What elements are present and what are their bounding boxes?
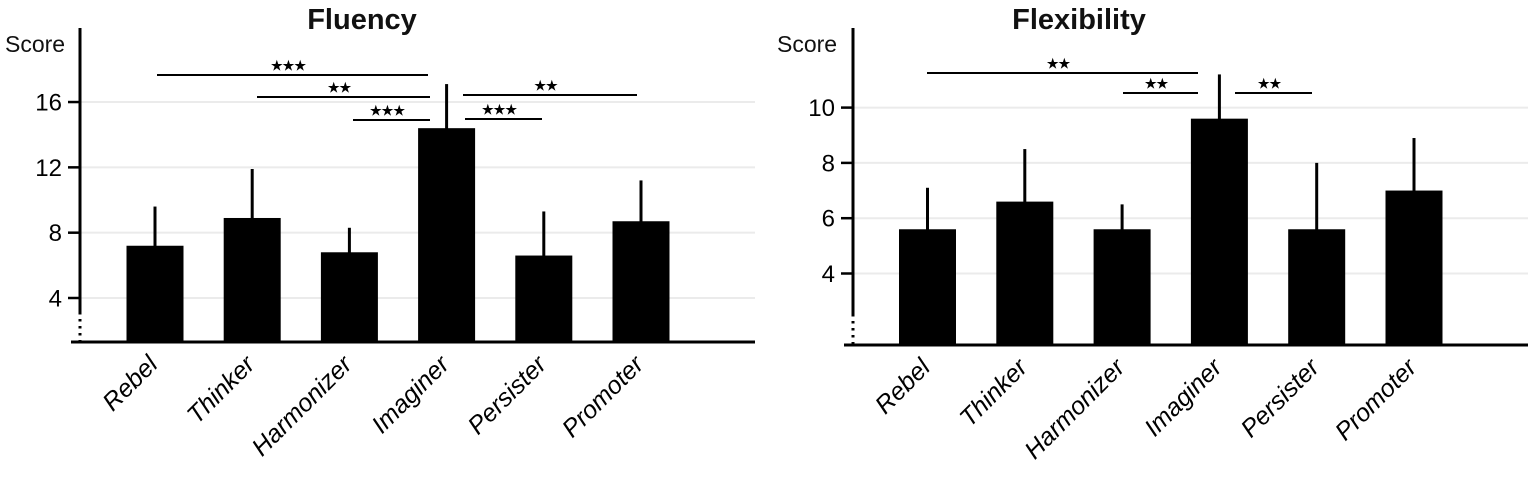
flexibility-bar-thinker <box>996 201 1054 345</box>
y-axis-label-fluency: Score <box>5 31 66 57</box>
fluency-sig-stars-thinker-imaginer: ★★ <box>328 80 352 95</box>
fluency-category-label-persister: Persister <box>462 349 553 440</box>
flexibility-sig-stars-imaginer-persister: ★★ <box>1258 76 1282 91</box>
flexibility-category-label-thinker: Thinker <box>954 352 1034 432</box>
flexibility-bar-harmonizer <box>1093 229 1151 345</box>
fluency-category-label-imaginer: Imaginer <box>366 349 456 439</box>
flexibility-category-label-rebel: Rebel <box>870 352 937 419</box>
y-axis-label-flexibility: Score <box>777 31 838 57</box>
chart-title-flexibility: Flexibility <box>1012 4 1146 36</box>
fluency-bar-thinker <box>223 217 281 342</box>
fluency-bar-rebel <box>126 245 184 342</box>
fluency-y-tick-label-12: 12 <box>35 155 62 182</box>
fluency-sig-stars-imaginer-persister: ★★★ <box>482 102 517 117</box>
fluency-y-tick-label-16: 16 <box>35 90 62 117</box>
fluency-category-label-rebel: Rebel <box>97 349 164 416</box>
fluency-bar-promoter <box>612 221 670 342</box>
fluency-category-label-harmonizer: Harmonizer <box>246 349 358 461</box>
fluency-category-label-thinker: Thinker <box>182 349 262 429</box>
flexibility-bar-imaginer <box>1190 118 1248 345</box>
fluency-sig-stars-imaginer-promoter: ★★ <box>534 78 558 93</box>
flexibility-bar-rebel <box>899 229 956 345</box>
fluency-sig-stars-harmonizer-imaginer: ★★★ <box>370 103 405 118</box>
flexibility-y-tick-label-6: 6 <box>822 206 835 233</box>
flexibility-y-tick-label-10: 10 <box>808 95 835 122</box>
chart-title-fluency: Fluency <box>307 4 417 36</box>
flexibility-category-label-imaginer: Imaginer <box>1139 352 1229 442</box>
fluency-bar-imaginer <box>418 128 476 342</box>
flexibility-y-tick-label-8: 8 <box>822 150 835 177</box>
fluency-sig-stars-rebel-imaginer: ★★★ <box>271 58 306 73</box>
flexibility-category-label-harmonizer: Harmonizer <box>1019 352 1131 464</box>
flexibility-y-tick-label-4: 4 <box>822 261 835 288</box>
flexibility-sig-stars-harmonizer-imaginer: ★★ <box>1145 76 1169 91</box>
flexibility-bar-persister <box>1288 229 1346 345</box>
flexibility-category-label-persister: Persister <box>1235 352 1326 443</box>
fluency-bar-harmonizer <box>320 252 378 342</box>
flexibility-category-label-promoter: Promoter <box>1330 352 1424 446</box>
fluency-y-tick-label-8: 8 <box>49 220 62 247</box>
fluency-category-label-promoter: Promoter <box>557 349 651 443</box>
fluency-bar-persister <box>515 255 573 342</box>
flexibility-bar-promoter <box>1385 190 1443 345</box>
flexibility-sig-stars-rebel-imaginer: ★★ <box>1047 56 1071 71</box>
fluency-y-tick-label-4: 4 <box>49 286 62 313</box>
